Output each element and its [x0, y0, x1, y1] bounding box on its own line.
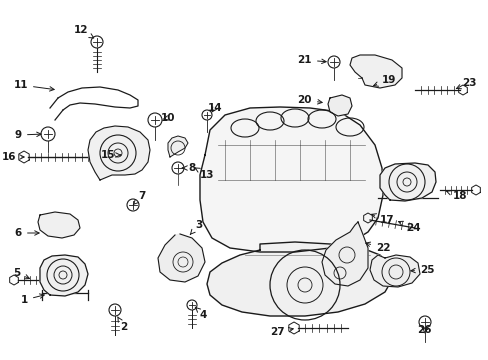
Text: 10: 10 [160, 113, 175, 123]
Text: 27: 27 [270, 327, 293, 337]
Polygon shape [369, 255, 419, 287]
Text: 21: 21 [297, 55, 325, 65]
Polygon shape [168, 136, 187, 157]
Text: 5: 5 [13, 268, 29, 279]
Polygon shape [40, 255, 88, 296]
Text: 8: 8 [182, 163, 195, 173]
Text: 9: 9 [15, 130, 41, 140]
Text: 7: 7 [133, 191, 145, 205]
Text: 22: 22 [365, 242, 390, 253]
Text: 17: 17 [371, 214, 394, 225]
Text: 1: 1 [20, 294, 44, 305]
Text: 19: 19 [373, 75, 396, 86]
Text: 4: 4 [195, 307, 207, 320]
Text: 18: 18 [446, 191, 467, 201]
Text: 24: 24 [398, 221, 420, 233]
Text: 15: 15 [101, 150, 121, 160]
Polygon shape [327, 95, 351, 116]
Text: 12: 12 [73, 25, 94, 38]
Polygon shape [200, 107, 382, 252]
Text: 6: 6 [15, 228, 39, 238]
Polygon shape [379, 163, 435, 201]
Polygon shape [349, 55, 401, 88]
Polygon shape [88, 126, 150, 180]
Polygon shape [38, 212, 80, 238]
Text: 25: 25 [410, 265, 434, 275]
Text: 23: 23 [455, 78, 475, 89]
Text: 13: 13 [194, 168, 214, 180]
Text: 3: 3 [190, 220, 202, 234]
Text: 11: 11 [14, 80, 54, 91]
Polygon shape [321, 222, 367, 286]
Text: 2: 2 [118, 317, 127, 332]
Text: 16: 16 [1, 152, 24, 162]
Text: 26: 26 [417, 325, 431, 335]
Polygon shape [206, 242, 392, 316]
Polygon shape [158, 234, 204, 282]
Text: 20: 20 [297, 95, 322, 105]
Text: 14: 14 [207, 103, 222, 113]
